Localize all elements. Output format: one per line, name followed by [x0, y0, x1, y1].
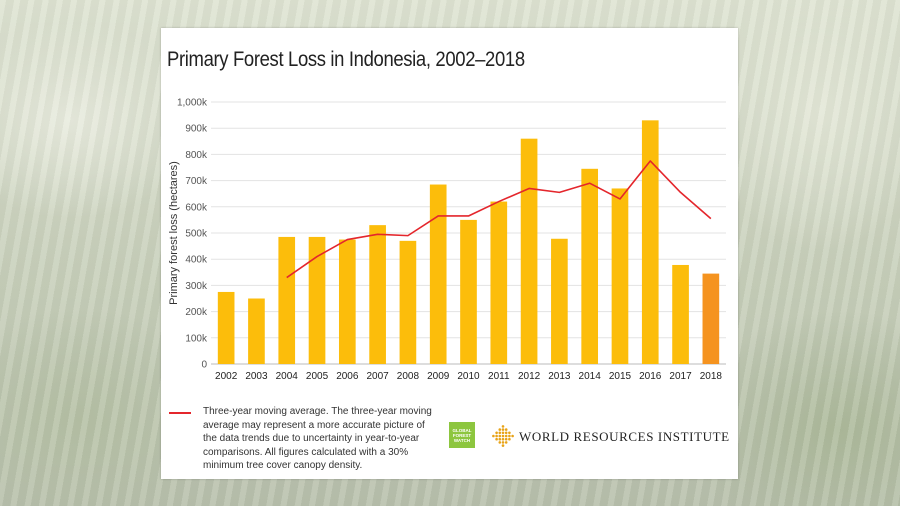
bar-2008 — [399, 240, 417, 364]
chart-card: Primary Forest Loss in Indonesia, 2002–2… — [161, 28, 738, 479]
y-tick-label: 400k — [185, 255, 208, 266]
wri-dot — [504, 441, 508, 444]
y-tick-label: 900k — [185, 124, 208, 135]
wri-dot — [508, 437, 511, 441]
x-tick-label: 2011 — [488, 371, 510, 382]
x-tick-label: 2012 — [518, 371, 541, 382]
y-axis-label: Primary forest loss (hectares) — [168, 161, 180, 305]
moving-average-line — [286, 160, 712, 279]
bar-2015 — [611, 188, 629, 364]
bar-2006 — [338, 239, 356, 364]
wri-dot — [495, 434, 498, 438]
wri-dot — [501, 434, 505, 438]
y-tick-label: 600k — [185, 202, 208, 213]
wri-dot — [504, 428, 508, 431]
bar-2002 — [217, 291, 235, 364]
gfw-logo: GLOBAL FOREST WATCH — [449, 422, 475, 448]
y-tick-label: 800k — [185, 150, 208, 161]
bar-2013 — [551, 238, 568, 364]
x-tick-label: 2017 — [669, 371, 692, 382]
bar-2007 — [369, 225, 386, 364]
bar-2009 — [429, 184, 447, 364]
x-tick-label: 2003 — [245, 371, 268, 382]
wri-dot — [492, 434, 495, 438]
x-tick-label: 2015 — [609, 371, 632, 382]
wri-logo-text: WORLD RESOURCES INSTITUTE — [519, 429, 730, 444]
wri-dot — [504, 434, 508, 438]
x-tick-label: 2006 — [336, 371, 359, 382]
x-tick-label: 2016 — [639, 371, 662, 382]
y-tick-label: 700k — [185, 176, 208, 187]
wri-dot — [498, 428, 502, 431]
wri-dot — [501, 441, 505, 444]
bar-2016 — [641, 120, 659, 364]
x-tick-label: 2008 — [397, 371, 420, 382]
x-tick-label: 2014 — [579, 371, 602, 382]
x-tick-label: 2005 — [306, 371, 329, 382]
wri-dot — [498, 441, 502, 444]
y-tick-label: 1,000k — [177, 98, 208, 109]
x-tick-label: 2009 — [427, 371, 450, 382]
x-tick-label: 2002 — [215, 371, 238, 382]
wri-dot — [498, 431, 502, 435]
x-tick-label: 2018 — [700, 371, 723, 382]
legend-text: Three-year moving average. The three-yea… — [203, 406, 432, 471]
chart-title: Primary Forest Loss in Indonesia, 2002–2… — [167, 48, 525, 71]
wri-dot — [495, 437, 498, 441]
y-tick-label: 500k — [185, 229, 208, 240]
wri-dot — [501, 437, 505, 441]
bar-2003 — [248, 298, 265, 364]
wri-logo-mark — [492, 425, 514, 447]
x-tick-label: 2007 — [366, 371, 389, 382]
bar-2011 — [490, 201, 508, 364]
y-tick-label: 300k — [185, 281, 208, 292]
x-tick-label: 2010 — [457, 371, 480, 382]
gfw-logo-text: GLOBAL FOREST WATCH — [452, 427, 472, 443]
bar-2018 — [702, 273, 720, 364]
wri-dot — [504, 437, 508, 441]
bar-2004 — [278, 236, 296, 364]
wri-dot — [508, 431, 511, 435]
wri-dot — [501, 428, 505, 431]
bar-2005 — [308, 236, 326, 364]
wri-dot — [511, 434, 514, 438]
wri-dot — [501, 431, 505, 435]
bar-2010 — [460, 219, 477, 364]
wri-dot — [508, 434, 511, 438]
wri-dot — [495, 431, 498, 435]
legend-line-swatch — [169, 412, 191, 414]
wri-dot — [501, 444, 505, 447]
y-tick-label: 200k — [185, 307, 208, 318]
y-tick-label: 0 — [201, 360, 207, 371]
wri-dot — [504, 431, 508, 435]
bar-chart: 0 100k 200k 300k 400k 500k 600k 700k 800k 900k 1,0… — [168, 98, 726, 382]
wri-dot — [501, 425, 505, 428]
bar-2017 — [672, 264, 689, 364]
bar-2012 — [520, 138, 538, 364]
y-tick-label: 100k — [185, 333, 208, 344]
x-tick-label: 2013 — [548, 371, 571, 382]
bar-2014 — [581, 168, 599, 364]
wri-dot — [498, 434, 502, 438]
wri-dot — [498, 437, 502, 441]
x-tick-label: 2004 — [276, 371, 299, 382]
